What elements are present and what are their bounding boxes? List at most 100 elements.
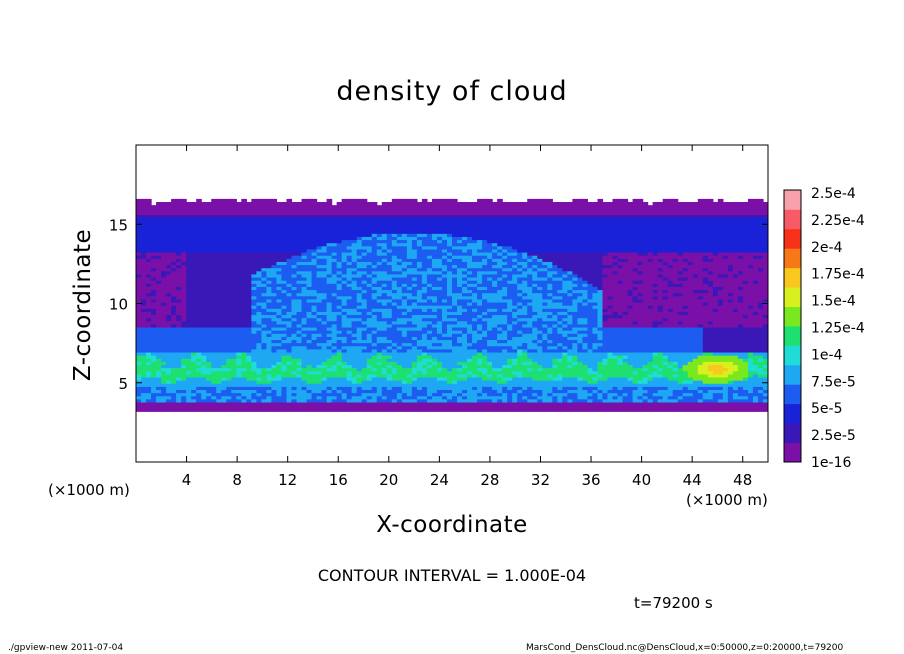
field-cell xyxy=(346,220,353,225)
field-cell xyxy=(196,364,202,369)
field-cell xyxy=(266,326,273,331)
field-cell xyxy=(436,389,443,394)
field-cell xyxy=(291,301,298,306)
field-cell xyxy=(467,408,473,412)
field-cell xyxy=(431,320,438,325)
field-cell xyxy=(406,233,413,237)
field-cell xyxy=(266,298,273,303)
field-cell xyxy=(211,202,217,206)
field-cell xyxy=(446,305,453,309)
field-cell xyxy=(346,339,353,344)
field-cell xyxy=(431,242,438,247)
field-cell xyxy=(497,223,503,228)
field-cell xyxy=(286,326,293,331)
field-cell xyxy=(241,364,247,369)
field-cell xyxy=(421,376,428,381)
field-cell xyxy=(482,389,488,394)
field-cell xyxy=(261,364,268,369)
field-cell xyxy=(246,326,252,331)
field-cell xyxy=(401,364,408,369)
field-cell xyxy=(136,236,142,241)
field-cell xyxy=(141,264,147,269)
field-cell xyxy=(416,339,423,344)
field-cell xyxy=(477,223,483,228)
field-cell xyxy=(206,401,212,406)
field-cell xyxy=(306,214,313,219)
field-cell xyxy=(231,339,237,344)
field-cell xyxy=(261,383,268,387)
field-cell xyxy=(231,220,237,225)
field-cell xyxy=(492,239,498,244)
field-cell xyxy=(492,339,498,344)
field-cell xyxy=(321,317,328,322)
field-cell xyxy=(426,251,433,256)
field-cell xyxy=(176,398,182,403)
field-cell xyxy=(416,242,423,247)
field-cell xyxy=(226,305,232,309)
field-cell xyxy=(231,301,237,306)
field-cell xyxy=(141,211,147,216)
field-cell xyxy=(416,355,423,359)
field-cell xyxy=(186,380,192,384)
field-cell xyxy=(211,333,217,337)
field-cell xyxy=(141,361,147,366)
field-cell xyxy=(502,242,508,247)
field-cell xyxy=(281,314,288,319)
field-cell xyxy=(462,292,468,297)
field-cell xyxy=(411,208,418,212)
field-cell xyxy=(477,270,483,275)
field-cell xyxy=(361,217,368,222)
field-cell xyxy=(356,405,363,409)
field-cell xyxy=(381,317,388,322)
field-cell xyxy=(361,258,368,262)
field-cell xyxy=(467,355,473,359)
field-cell xyxy=(236,283,242,287)
field-cell xyxy=(156,223,162,228)
field-cell xyxy=(401,326,408,331)
field-cell xyxy=(482,386,488,391)
field-cell xyxy=(462,276,468,281)
field-cell xyxy=(141,276,147,281)
field-cell xyxy=(366,395,373,400)
field-cell xyxy=(301,308,308,312)
field-cell xyxy=(336,398,343,403)
field-cell xyxy=(241,305,247,309)
field-cell xyxy=(446,408,453,412)
field-cell xyxy=(361,308,368,312)
field-cell xyxy=(472,383,478,387)
field-cell xyxy=(492,205,498,209)
field-cell xyxy=(462,358,468,362)
field-cell xyxy=(241,295,247,300)
field-cell xyxy=(271,280,278,284)
field-cell xyxy=(261,305,268,309)
field-cell xyxy=(291,233,298,237)
field-cell xyxy=(171,258,177,262)
field-cell xyxy=(457,364,463,369)
field-cell xyxy=(251,376,257,381)
field-cell xyxy=(361,311,368,316)
field-cell xyxy=(381,320,388,325)
field-cell xyxy=(246,289,252,294)
field-cell xyxy=(241,351,247,356)
field-cell xyxy=(151,336,157,341)
field-cell xyxy=(216,383,222,387)
field-cell xyxy=(411,258,418,262)
field-cell xyxy=(346,276,353,281)
field-cell xyxy=(146,251,152,256)
field-cell xyxy=(221,298,227,303)
field-cell xyxy=(206,351,212,356)
field-cell xyxy=(421,301,428,306)
field-cell xyxy=(326,361,333,366)
field-cell xyxy=(321,364,328,369)
field-cell xyxy=(151,311,157,316)
field-cell xyxy=(301,351,308,356)
field-cell xyxy=(171,202,177,206)
field-cell xyxy=(416,345,423,350)
field-cell xyxy=(401,230,408,234)
field-cell xyxy=(216,301,222,306)
field-cell xyxy=(286,345,293,350)
field-cell xyxy=(421,227,428,231)
field-cell xyxy=(231,292,237,297)
field-cell xyxy=(206,220,212,225)
field-cell xyxy=(221,205,227,209)
